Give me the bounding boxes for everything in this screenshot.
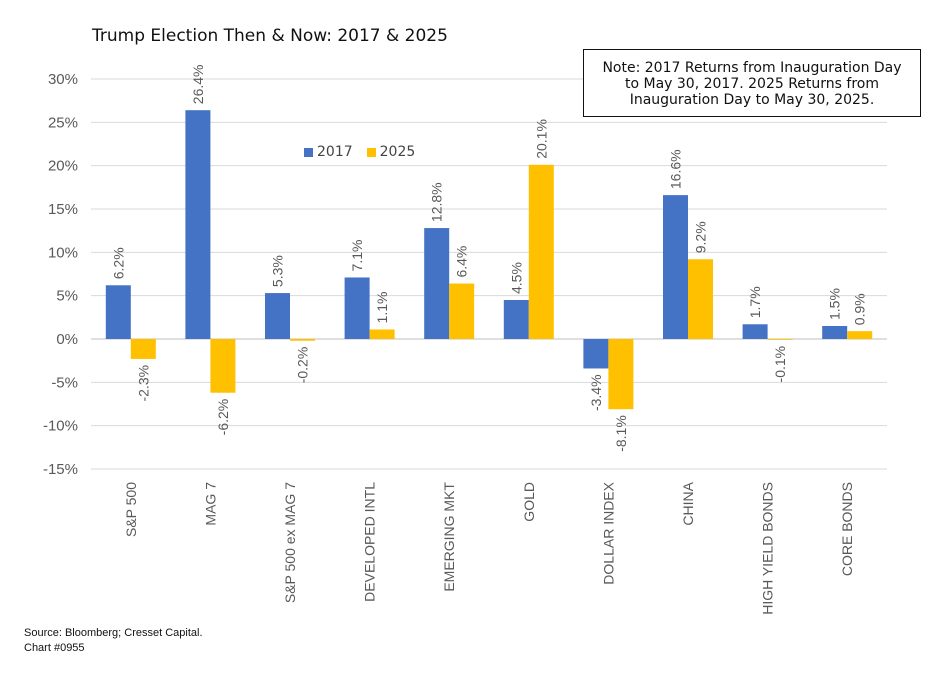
data-label: 4.5% [508,262,524,294]
category-label: S&P 500 ex MAG 7 [282,482,298,603]
category-label: EMERGING MKT [441,482,457,592]
y-tick-label: 0% [56,331,78,348]
chart-number: Chart #0955 [24,642,85,654]
data-label: 5.3% [270,255,286,287]
y-tick-label: -15% [43,461,78,478]
legend-item-2017: 2017 [304,144,353,160]
data-label: 1.7% [747,286,763,318]
bar-2017 [105,285,131,339]
legend-swatch-2017 [304,147,313,157]
legend-swatch-2025 [366,147,376,157]
data-label: 1.1% [374,292,390,324]
note-line-3: Inauguration Day to May 30, 2025. [629,92,875,108]
data-label: 12.8% [429,182,445,222]
category-label: HIGH YIELD BONDS [760,482,776,615]
category-label: CORE BONDS [839,482,855,576]
bar-2017 [185,110,211,339]
legend-label-2017: 2017 [317,144,353,160]
y-tick-label: 5% [56,288,78,305]
data-label: -6.2% [215,399,231,436]
data-label: 20.1% [533,119,549,159]
source-line: Source: Bloomberg; Cresset Capital. [24,627,203,639]
note-box: Note: 2017 Returns from Inauguration Day… [583,49,921,117]
y-tick-label: -10% [43,418,78,435]
bar-2017 [822,326,848,339]
data-label: -0.1% [772,346,788,383]
data-label: 16.6% [668,149,684,189]
legend: 2017 2025 [304,144,429,160]
y-tick-label: -5% [51,374,78,391]
legend-item-2025: 2025 [366,144,416,160]
bar-2025 [210,339,236,393]
data-label: -8.1% [613,415,629,452]
category-label: GOLD [521,482,537,522]
bar-2025 [847,331,873,339]
bar-2025 [290,339,315,341]
data-label: 6.4% [454,246,470,278]
category-label: DOLLAR INDEX [600,481,616,584]
bar-2017 [742,324,768,339]
y-tick-label: 10% [48,244,78,261]
data-label: -3.4% [588,374,604,411]
data-label: 26.4% [190,64,206,104]
note-line-1: Note: 2017 Returns from Inauguration Day [602,60,902,76]
bar-2025 [688,259,713,339]
data-label: 1.5% [827,288,843,320]
data-label: -2.3% [135,365,151,402]
bar-2017 [583,339,609,369]
bar-2017 [344,277,370,339]
data-label: 0.9% [852,293,868,325]
chart-title: Trump Election Then & Now: 2017 & 2025 [92,26,448,46]
bar-2017 [424,228,450,339]
data-label: 9.2% [693,221,709,253]
legend-label-2025: 2025 [379,144,416,160]
note-line-2: to May 30, 2017. 2025 Returns from [624,76,879,92]
category-label: CHINA [680,481,696,525]
bar-2025 [528,164,554,339]
y-tick-label: 15% [48,201,78,218]
y-tick-label: 30% [48,71,78,88]
source-note: Source: Bloomberg; Cresset Capital. Char… [24,626,203,656]
bar-2025 [608,339,634,410]
bar-2025 [449,283,475,339]
data-label: -0.2% [295,347,311,384]
category-label: MAG 7 [202,482,218,526]
bar-2017 [503,300,529,339]
data-label: 7.1% [349,240,365,272]
category-label: S&P 500 [123,482,139,537]
data-label: 6.2% [110,247,126,279]
bar-2025 [130,339,156,359]
y-tick-label: 20% [48,158,78,175]
bar-2017 [663,195,688,339]
y-tick-label: 25% [48,114,78,131]
category-label: DEVELOPED INTL [362,482,378,602]
bar-2017 [265,293,290,339]
bar-2025 [767,339,793,340]
bar-2025 [369,329,395,339]
